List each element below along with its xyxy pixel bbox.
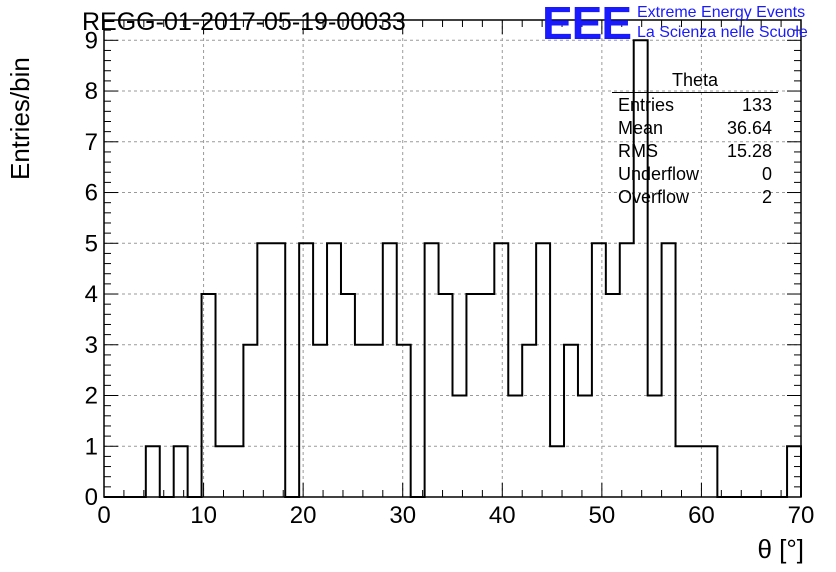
chart-title: REGG-01-2017-05-19-00033: [82, 8, 406, 36]
histogram-bin: [369, 345, 383, 497]
histogram-bin: [271, 243, 285, 497]
stats-value: 0: [761, 164, 772, 184]
stats-row-overflow: Overflow 2: [612, 187, 778, 210]
histogram-bin: [550, 446, 564, 497]
y-tick-label: 0: [85, 484, 98, 511]
histogram-bin: [606, 294, 620, 497]
histogram-bin: [662, 243, 676, 497]
eee-logo: EEE: [542, 0, 632, 49]
stats-value: 133: [741, 95, 772, 115]
stats-value: 15.28: [726, 141, 772, 161]
histogram-bin: [592, 243, 606, 497]
histogram-bin: [146, 446, 160, 497]
histogram-bin: [174, 446, 188, 497]
x-tick-label: 30: [389, 502, 416, 529]
histogram-bin: [313, 345, 327, 497]
histogram-bin: [689, 446, 703, 497]
logo-caption: Extreme Energy Events La Scienza nelle S…: [637, 3, 808, 43]
y-tick-label: 8: [85, 78, 98, 105]
histogram-bin: [257, 243, 271, 497]
y-tick-label: 7: [85, 129, 98, 156]
y-tick-label: 6: [85, 180, 98, 207]
logo-line-1: Extreme Energy Events: [637, 4, 806, 21]
stats-label: Overflow: [618, 187, 690, 207]
stats-title: Theta: [612, 70, 778, 93]
histogram-bin: [703, 446, 717, 497]
histogram-bin: [355, 345, 369, 497]
histogram-bin: [676, 446, 690, 497]
histogram-bin: [522, 345, 536, 497]
histogram-bin: [229, 446, 243, 497]
stats-box: Theta Entries 133 Mean 36.64 RMS 15.28 U…: [612, 70, 778, 210]
histogram-bin: [327, 243, 341, 497]
x-tick-label: 70: [788, 502, 815, 529]
y-tick-label: 1: [85, 433, 98, 460]
y-tick-label: 9: [85, 27, 98, 54]
histogram-bin: [564, 345, 578, 497]
x-tick-label: 20: [290, 502, 317, 529]
y-tick-label: 4: [85, 281, 98, 308]
histogram-bin: [466, 294, 480, 497]
histogram-bin: [480, 294, 494, 497]
stats-row-entries: Entries 133: [612, 95, 778, 118]
plot-frame: [103, 19, 802, 498]
x-tick-label: 50: [589, 502, 616, 529]
stats-label: RMS: [618, 141, 658, 161]
stats-value: 2: [761, 187, 772, 207]
y-tick-label: 3: [85, 332, 98, 359]
x-tick-label: 40: [489, 502, 516, 529]
x-tick-label: 60: [688, 502, 715, 529]
x-tick-label: 10: [190, 502, 217, 529]
histogram-bin: [508, 396, 522, 497]
histogram-bin: [397, 345, 411, 497]
histogram-outline: [104, 39, 802, 498]
logo-line-2: La Scienza nelle Scuole: [637, 24, 808, 41]
histogram-bin: [425, 243, 439, 497]
histogram-bin: [578, 396, 592, 497]
y-tick-label: 2: [85, 383, 98, 410]
stats-label: Underflow: [618, 164, 700, 184]
histogram-bin: [216, 446, 230, 497]
histogram-bin: [494, 243, 508, 497]
stats-row-underflow: Underflow 0: [612, 164, 778, 187]
stats-row-mean: Mean 36.64: [612, 118, 778, 141]
histogram-bin: [341, 294, 355, 497]
stats-label: Mean: [618, 118, 664, 138]
stats-row-rms: RMS 15.28: [612, 141, 778, 164]
histogram-bin: [202, 294, 216, 497]
histogram-bin: [439, 294, 453, 497]
histogram-bin: [299, 243, 313, 497]
stats-value: 36.64: [726, 118, 772, 138]
histogram-bin: [787, 446, 801, 497]
y-axis-label: Entries/bin: [5, 57, 35, 180]
histogram-bin: [243, 345, 257, 497]
histogram-bin: [648, 396, 662, 497]
histogram-bin: [383, 243, 397, 497]
y-tick-label: 5: [85, 230, 98, 257]
histogram-bin: [536, 243, 550, 497]
stats-label: Entries: [618, 95, 675, 115]
x-tick-label: 0: [97, 502, 110, 529]
x-axis-label: θ [°]: [757, 534, 804, 564]
histogram-bin: [453, 396, 467, 497]
histogram-bin: [620, 243, 634, 497]
